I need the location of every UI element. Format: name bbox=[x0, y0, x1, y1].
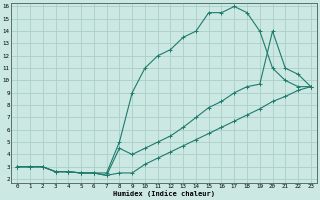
X-axis label: Humidex (Indice chaleur): Humidex (Indice chaleur) bbox=[113, 190, 215, 197]
